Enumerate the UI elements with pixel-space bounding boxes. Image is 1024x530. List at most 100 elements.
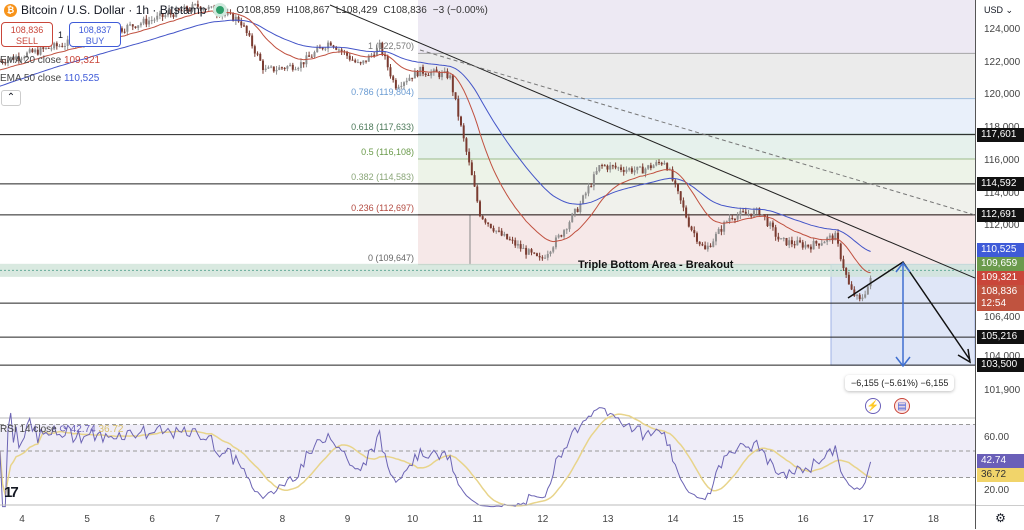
ema20-legend[interactable]: EMA 20 close 109,321 (0, 55, 100, 66)
candle (39, 47, 42, 55)
candle (601, 165, 604, 167)
candle (210, 6, 213, 8)
ema50-value: 110,525 (63, 73, 100, 84)
candle (446, 71, 449, 79)
date-tick: 18 (927, 514, 939, 525)
candle (272, 66, 275, 72)
candle (332, 45, 335, 48)
candle (595, 171, 598, 175)
refresh-icon[interactable]: ⟳ (59, 424, 68, 435)
candle (0, 61, 1, 63)
candle (489, 223, 492, 228)
candle (53, 43, 56, 49)
candle (522, 247, 525, 249)
candle (161, 13, 164, 17)
candle (804, 244, 807, 248)
candle (199, 6, 202, 10)
fib-zone (418, 98, 975, 135)
candle (441, 72, 444, 78)
candle (137, 25, 140, 28)
candle (384, 54, 387, 57)
us-flag-icon[interactable]: ▤ (894, 398, 910, 414)
collapse-legend-button[interactable]: ⌃ (1, 90, 21, 106)
candle (28, 49, 31, 53)
fib-level-label: 0.5 (116,108) (361, 147, 414, 158)
ema50-legend[interactable]: EMA 50 close 110,525 (0, 73, 99, 84)
candle (785, 238, 788, 246)
candle (728, 218, 731, 222)
candle (658, 162, 661, 164)
candle (392, 76, 395, 81)
price-tick: 118,000 (984, 122, 1019, 133)
buy-label: BUY (85, 36, 105, 46)
candle (403, 82, 406, 86)
candle (538, 255, 541, 258)
price-chart[interactable] (0, 0, 975, 529)
candle (207, 6, 210, 10)
candle (394, 80, 397, 89)
candle (731, 218, 734, 220)
candle (625, 169, 628, 172)
candle (340, 49, 343, 52)
candle (373, 54, 376, 56)
ema20-value: 109,321 (63, 55, 101, 66)
candle (164, 15, 167, 17)
candle (709, 245, 712, 247)
candle (733, 219, 736, 221)
lightning-event-icon[interactable]: ⚡ (865, 398, 881, 414)
rsi-ma-line (0, 413, 871, 507)
candle (348, 55, 351, 60)
sell-button[interactable]: 108,836 SELL (1, 22, 53, 47)
candle (744, 211, 747, 214)
candle (205, 8, 208, 10)
candle (687, 217, 690, 227)
candle (413, 70, 416, 79)
price-tick: 112,000 (984, 220, 1020, 232)
candle (459, 116, 462, 126)
candle (242, 25, 245, 27)
candle (511, 239, 514, 241)
candle (283, 67, 286, 69)
date-tick: 10 (407, 514, 419, 525)
candle (639, 166, 642, 168)
price-axis[interactable]: USD ⌄ 124,000 122,000 120,000 118,000 116,00… (975, 0, 1024, 529)
candle (845, 268, 848, 275)
candle (579, 203, 582, 212)
rsi-badge: 42.74 (977, 454, 1024, 468)
symbol-title[interactable]: Bitcoin / U.S. Dollar · 1h · Bitstamp (21, 3, 207, 17)
candle (484, 219, 487, 223)
candle (232, 13, 235, 22)
date-tick: 13 (602, 514, 614, 525)
candle (801, 242, 804, 248)
candle (63, 45, 66, 47)
candle (389, 67, 392, 77)
candle (717, 228, 720, 234)
candle (478, 201, 481, 217)
candle (186, 6, 189, 11)
settings-icon[interactable]: ⚙ (976, 505, 1024, 529)
candle (815, 240, 818, 244)
candle (58, 45, 61, 47)
candle (847, 274, 850, 285)
candle (516, 244, 519, 246)
candle (649, 165, 652, 169)
candle (335, 47, 338, 50)
candle (316, 47, 319, 53)
rsi-legend[interactable]: RSI 14 close ⟳ 42.74 36.72 (0, 424, 124, 435)
candle (226, 12, 229, 15)
currency-selector[interactable]: USD ⌄ (984, 5, 1014, 15)
candle (365, 60, 368, 62)
tradingview-logo[interactable]: 17 (4, 484, 19, 501)
buy-button[interactable]: 108,837 BUY (69, 22, 121, 47)
candle (571, 213, 574, 223)
candle (432, 69, 435, 73)
candle (23, 57, 26, 59)
candle (261, 60, 264, 71)
candle (704, 245, 707, 250)
candle (313, 52, 316, 57)
sell-price: 108,836 (10, 25, 44, 35)
candle (807, 244, 810, 247)
candle (858, 294, 861, 300)
candle (481, 216, 484, 220)
candle (763, 214, 766, 217)
